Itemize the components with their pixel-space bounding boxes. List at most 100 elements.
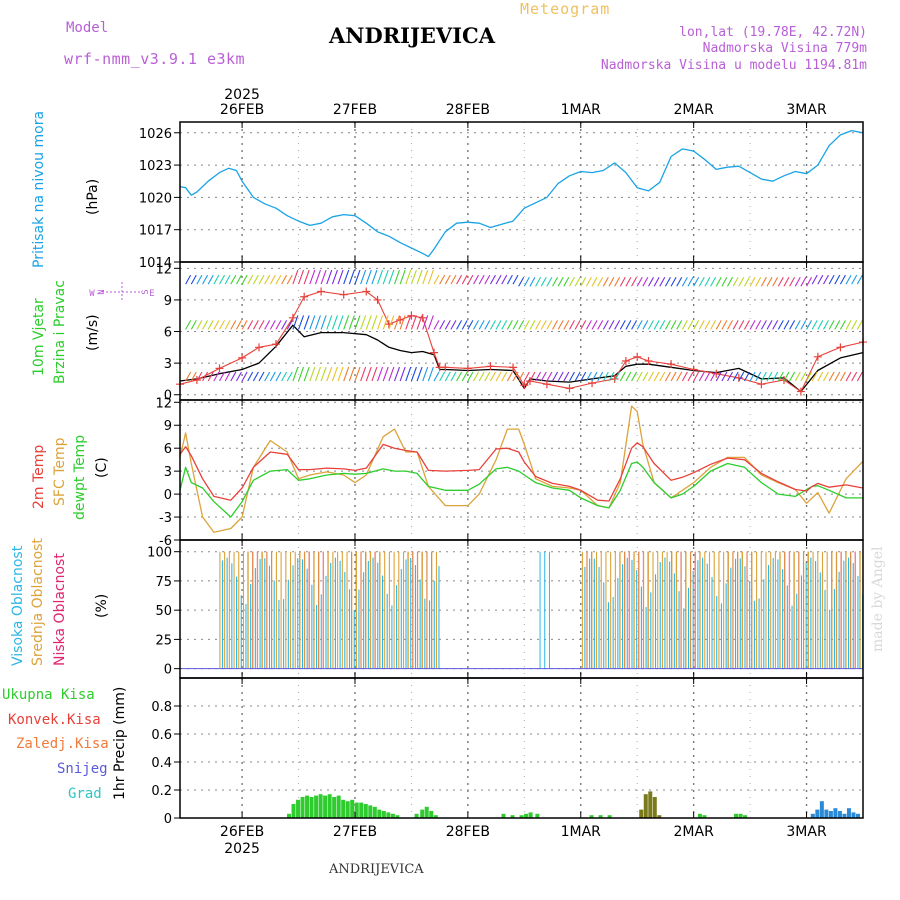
wind-barb (631, 371, 638, 382)
wind-barb (371, 269, 378, 285)
wind-barb (585, 276, 592, 287)
wind-barb (715, 320, 722, 330)
sfc-temp-line (179, 405, 864, 533)
wind-barb (518, 276, 525, 287)
wind-barb (777, 276, 784, 287)
wind-barb (230, 320, 237, 330)
wind-barb (608, 276, 615, 287)
precip-bar (598, 815, 603, 818)
wind-barb (693, 371, 700, 382)
wind-barb (495, 371, 502, 382)
wind-barb (450, 274, 457, 285)
wind-barb (653, 371, 660, 382)
precip-bar (815, 809, 820, 818)
wind-barb (501, 371, 508, 382)
wind-barb (377, 366, 384, 382)
precip-bar (535, 813, 540, 818)
wind-barb (704, 276, 711, 287)
compass-label: W (89, 289, 95, 299)
top-date-label: 26FEB (220, 102, 264, 118)
wind-barb (377, 315, 384, 330)
wind-barb (269, 274, 276, 285)
wind-barb (461, 274, 468, 285)
wind-barb (343, 315, 350, 330)
wind-barb (393, 269, 401, 285)
wind-barb (535, 371, 542, 382)
precip-bar (354, 802, 359, 818)
precip-bar (368, 805, 373, 818)
precip-bar (305, 795, 310, 818)
wind-barb (269, 320, 276, 330)
wind-barb (648, 276, 654, 287)
legend-hail: Grad (68, 786, 102, 802)
wind-barb (450, 320, 457, 330)
wind-barb (851, 320, 858, 330)
wind-observed-marker (667, 360, 676, 369)
top-date-label: 28FEB (446, 102, 490, 118)
wind-barb (219, 371, 225, 382)
precip-bar (519, 815, 524, 818)
wind-barb (202, 371, 209, 382)
bottom-date-label: 26FEB (220, 824, 264, 840)
wind-barb (563, 276, 570, 287)
wind-barb (743, 371, 750, 382)
precip-bar (842, 813, 847, 818)
wind-barb (213, 371, 220, 382)
y-tick-label: 1014 (139, 256, 172, 271)
wind-barb (772, 320, 779, 330)
wind-barb (314, 366, 321, 382)
model-label: Model (66, 20, 109, 36)
precip-bar (528, 812, 533, 818)
wind-barb (213, 274, 220, 285)
wind-observed-marker (610, 374, 619, 383)
wind-barb (365, 269, 372, 285)
wind-barb (783, 320, 790, 330)
panel-frame (179, 539, 864, 679)
wind-barb (563, 320, 570, 330)
precip-bar (414, 813, 419, 818)
model-elevation: Nadmorska Visina u modelu 1194.81m (600, 58, 867, 73)
wind-barb (360, 366, 367, 382)
wind-barb (230, 274, 237, 285)
wind-barb (269, 371, 276, 382)
wind-barb (506, 320, 513, 330)
dewpt-label: dewpt Temp (72, 435, 88, 520)
y-tick-label: 75 (155, 575, 172, 590)
wind-barb (636, 276, 643, 287)
wind-barb (794, 320, 801, 330)
wind-barb (185, 371, 192, 382)
wind-barb (687, 371, 694, 382)
wind-barb (303, 366, 310, 382)
precip-bar (819, 801, 824, 818)
wind-barb (597, 320, 604, 330)
wind-barb (399, 366, 406, 382)
wind-observed-marker (486, 362, 495, 371)
precip-bar (424, 806, 429, 818)
top-date-label: 27FEB (333, 102, 377, 118)
y-tick-label: 25 (155, 633, 172, 648)
precip-bar (657, 815, 662, 818)
precip-bar (697, 813, 702, 818)
wind-barb (681, 371, 688, 382)
top-year-label: 2025 (224, 87, 260, 103)
wind-barb (309, 315, 316, 330)
temp-unit: (C) (94, 457, 110, 478)
wind-barb (523, 320, 530, 330)
wind-barb (552, 320, 559, 330)
wind-barb (382, 366, 389, 382)
wind-barb (241, 320, 248, 330)
wind-barb (580, 371, 587, 382)
precip-bar (828, 811, 833, 818)
wind-barb (410, 269, 417, 285)
wind-barb (800, 371, 807, 382)
wind-barb (642, 320, 649, 330)
wind-barb (625, 320, 632, 330)
wind-barb (823, 274, 829, 285)
wind-barb (789, 320, 796, 330)
wind-barb (399, 269, 406, 285)
wind-barb (681, 320, 688, 330)
wind-barb (275, 371, 282, 382)
wind-barb (670, 276, 677, 287)
wind-barb (382, 269, 389, 285)
wind-observed-marker (644, 357, 653, 366)
